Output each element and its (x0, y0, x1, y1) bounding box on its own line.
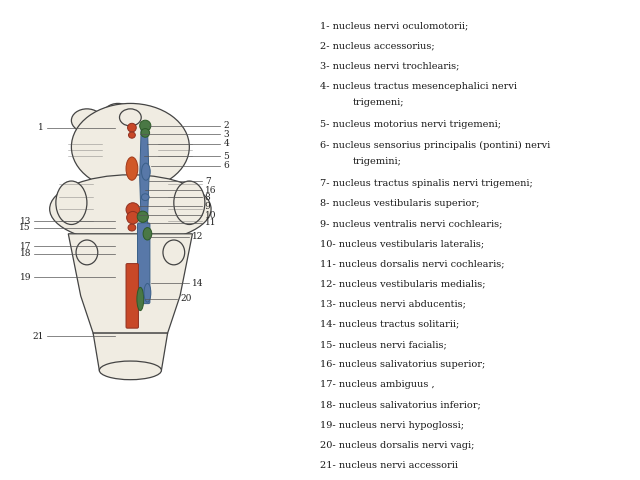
Text: 10: 10 (205, 211, 216, 220)
Ellipse shape (90, 115, 115, 135)
Text: 20: 20 (180, 294, 191, 303)
Text: 13: 13 (20, 217, 31, 226)
Text: 4: 4 (223, 139, 229, 148)
Text: 6- nucleus sensorius principalis (pontini) nervi: 6- nucleus sensorius principalis (pontin… (320, 141, 550, 150)
Text: 14- nucleus tractus solitarii;: 14- nucleus tractus solitarii; (320, 320, 460, 329)
Ellipse shape (144, 284, 151, 302)
Text: 15: 15 (19, 223, 31, 232)
Text: trigemini;: trigemini; (353, 156, 402, 166)
Text: 5- nucleus motorius nervi trigemeni;: 5- nucleus motorius nervi trigemeni; (320, 120, 501, 130)
Text: 9: 9 (205, 202, 211, 211)
Text: 7: 7 (205, 177, 211, 186)
Ellipse shape (50, 175, 211, 243)
Ellipse shape (126, 157, 138, 180)
Ellipse shape (134, 109, 164, 132)
Text: 2: 2 (223, 121, 229, 130)
Polygon shape (140, 125, 149, 225)
Text: 1: 1 (38, 123, 44, 132)
Ellipse shape (128, 224, 136, 231)
Text: 5: 5 (223, 152, 229, 161)
Circle shape (127, 212, 139, 224)
Text: 19- nucleus nervi hypoglossi;: 19- nucleus nervi hypoglossi; (320, 421, 464, 430)
FancyBboxPatch shape (126, 264, 138, 328)
Text: 13- nucleus nervi abducentis;: 13- nucleus nervi abducentis; (320, 300, 466, 309)
Ellipse shape (72, 103, 189, 191)
Text: 12- nucleus vestibularis medialis;: 12- nucleus vestibularis medialis; (320, 280, 486, 288)
Text: 21- nucleus nervi accessorii: 21- nucleus nervi accessorii (320, 461, 458, 470)
Ellipse shape (163, 240, 185, 265)
Ellipse shape (72, 109, 102, 132)
Text: 10- nucleus vestibularis lateralis;: 10- nucleus vestibularis lateralis; (320, 240, 484, 248)
Text: 4- nucleus tractus mesencephalici nervi: 4- nucleus tractus mesencephalici nervi (320, 82, 517, 91)
Text: 3- nucleus nervi trochlearis;: 3- nucleus nervi trochlearis; (320, 62, 460, 71)
Text: 9- nucleus ventralis nervi cochlearis;: 9- nucleus ventralis nervi cochlearis; (320, 219, 502, 228)
Ellipse shape (99, 361, 161, 380)
Circle shape (126, 203, 140, 216)
Ellipse shape (120, 109, 141, 126)
Ellipse shape (141, 163, 150, 180)
Ellipse shape (121, 113, 146, 133)
Polygon shape (68, 234, 193, 333)
Text: 7- nucleus tractus spinalis nervi trigemeni;: 7- nucleus tractus spinalis nervi trigem… (320, 179, 533, 188)
Text: 8: 8 (205, 192, 211, 202)
Ellipse shape (56, 181, 87, 225)
FancyBboxPatch shape (138, 223, 150, 304)
Text: 16: 16 (205, 186, 216, 195)
Polygon shape (93, 333, 168, 371)
Text: trigemeni;: trigemeni; (353, 98, 404, 107)
Ellipse shape (129, 132, 135, 138)
Text: 17- nucleus ambiguus ,: 17- nucleus ambiguus , (320, 381, 435, 389)
Circle shape (140, 120, 151, 132)
Ellipse shape (102, 103, 134, 128)
Text: 15- nucleus nervi facialis;: 15- nucleus nervi facialis; (320, 340, 447, 349)
Text: 14: 14 (193, 279, 204, 288)
Text: 16- nucleus salivatorius superior;: 16- nucleus salivatorius superior; (320, 360, 486, 369)
Text: 18- nucleus salivatorius inferior;: 18- nucleus salivatorius inferior; (320, 401, 481, 409)
Text: 2- nucleus accessorius;: 2- nucleus accessorius; (320, 42, 435, 51)
Ellipse shape (174, 181, 205, 225)
Circle shape (137, 211, 148, 222)
Text: 11: 11 (205, 218, 216, 228)
Ellipse shape (141, 194, 149, 201)
Text: 1- nucleus nervi oculomotorii;: 1- nucleus nervi oculomotorii; (320, 22, 468, 31)
Ellipse shape (76, 240, 98, 265)
Ellipse shape (137, 288, 144, 311)
Text: 19: 19 (20, 273, 31, 282)
Text: 11- nucleus dorsalis nervi cochlearis;: 11- nucleus dorsalis nervi cochlearis; (320, 260, 505, 268)
Ellipse shape (127, 123, 136, 132)
Text: 8- nucleus vestibularis superior;: 8- nucleus vestibularis superior; (320, 199, 479, 208)
Text: 6: 6 (223, 161, 229, 170)
Text: 20- nucleus dorsalis nervi vagi;: 20- nucleus dorsalis nervi vagi; (320, 441, 475, 450)
Circle shape (141, 129, 150, 137)
Text: 12: 12 (193, 232, 204, 241)
Text: 3: 3 (223, 130, 229, 139)
Text: 18: 18 (20, 250, 31, 258)
Text: 21: 21 (32, 332, 44, 341)
Ellipse shape (143, 228, 152, 240)
Text: 17: 17 (20, 242, 31, 251)
